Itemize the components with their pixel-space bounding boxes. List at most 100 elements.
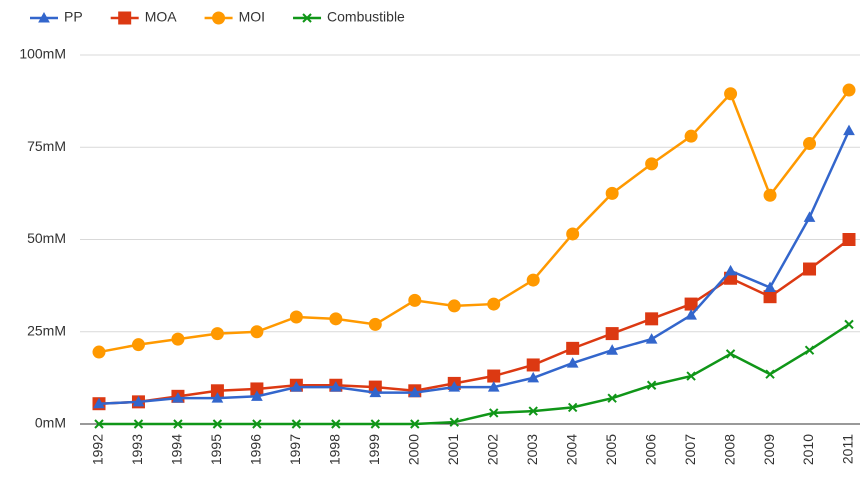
legend-item: Combustible bbox=[293, 9, 405, 25]
data-point bbox=[448, 381, 461, 392]
data-point bbox=[527, 371, 540, 383]
x-tick-label: 2006 bbox=[642, 434, 658, 465]
data-point bbox=[291, 419, 302, 429]
data-point bbox=[290, 381, 303, 392]
y-tick-label: 75mM bbox=[27, 138, 66, 154]
data-point bbox=[724, 87, 738, 101]
data-point bbox=[803, 137, 817, 151]
data-point bbox=[212, 419, 223, 429]
data-point bbox=[370, 419, 381, 429]
series-line bbox=[98, 89, 851, 354]
x-tick-label: 1996 bbox=[248, 434, 264, 465]
data-point bbox=[684, 297, 698, 311]
data-point bbox=[804, 345, 815, 355]
x-tick-label: 2005 bbox=[603, 434, 619, 465]
data-point bbox=[684, 129, 698, 143]
data-point bbox=[685, 309, 697, 320]
data-point bbox=[803, 262, 817, 276]
legend-label: MOA bbox=[145, 9, 178, 25]
x-tick-label: 1999 bbox=[366, 434, 382, 465]
data-point bbox=[250, 325, 264, 339]
data-point bbox=[605, 186, 619, 200]
data-point bbox=[645, 333, 658, 344]
x-tick-label: 2000 bbox=[405, 434, 421, 465]
data-point bbox=[211, 392, 224, 403]
data-point bbox=[93, 397, 105, 409]
x-tick-label: 2010 bbox=[800, 434, 816, 465]
data-point bbox=[803, 211, 816, 222]
legend-item: MOA bbox=[110, 9, 178, 25]
x-tick-label: 1997 bbox=[287, 434, 303, 465]
y-tick-label: 50mM bbox=[27, 230, 66, 246]
data-point bbox=[408, 293, 422, 307]
data-point bbox=[171, 332, 185, 346]
x-tick-label: 1993 bbox=[129, 434, 145, 465]
data-point bbox=[489, 408, 499, 418]
data-point bbox=[605, 327, 619, 341]
data-point bbox=[764, 281, 776, 292]
data-point bbox=[329, 312, 343, 326]
data-point bbox=[645, 312, 659, 326]
legend-marker bbox=[302, 13, 312, 23]
data-point bbox=[842, 233, 856, 246]
data-point bbox=[765, 369, 775, 379]
data-point bbox=[132, 395, 145, 407]
series-line bbox=[98, 238, 850, 405]
data-point bbox=[408, 386, 421, 398]
data-point bbox=[289, 310, 303, 324]
data-point bbox=[410, 419, 420, 429]
x-tick-label: 2001 bbox=[445, 434, 461, 465]
legend-label: MOI bbox=[239, 9, 265, 25]
legend-marker bbox=[118, 11, 132, 25]
x-tick-label: 2011 bbox=[840, 434, 856, 464]
data-point bbox=[133, 419, 144, 429]
data-point bbox=[526, 273, 540, 287]
data-point bbox=[763, 290, 777, 304]
x-tick-label: 2002 bbox=[484, 434, 500, 465]
data-point bbox=[251, 390, 263, 401]
legend-item: MOI bbox=[204, 9, 265, 25]
legend-label: PP bbox=[64, 9, 83, 25]
data-point bbox=[173, 419, 183, 429]
data-point bbox=[567, 402, 578, 413]
data-point bbox=[131, 338, 145, 352]
legend-label: Combustible bbox=[327, 9, 405, 25]
data-point bbox=[646, 380, 657, 390]
data-point bbox=[686, 371, 696, 381]
x-tick-label: 1995 bbox=[208, 434, 224, 465]
x-tick-label: 2007 bbox=[682, 434, 698, 465]
data-point bbox=[607, 393, 617, 403]
x-tick-label: 2004 bbox=[563, 434, 579, 465]
data-point bbox=[210, 327, 224, 341]
data-point bbox=[645, 157, 659, 171]
y-tick-label: 100mM bbox=[19, 46, 66, 62]
data-point bbox=[526, 358, 540, 372]
x-tick-label: 2009 bbox=[761, 434, 777, 465]
series-line bbox=[99, 323, 850, 426]
data-point bbox=[842, 83, 856, 97]
data-point bbox=[725, 349, 736, 359]
data-point bbox=[566, 227, 580, 241]
data-point bbox=[331, 419, 341, 429]
x-tick-label: 1998 bbox=[327, 434, 343, 465]
data-point bbox=[724, 264, 737, 276]
data-point bbox=[172, 392, 184, 403]
data-point bbox=[368, 317, 382, 331]
y-tick-label: 25mM bbox=[27, 322, 66, 338]
data-point bbox=[566, 357, 579, 368]
data-point bbox=[763, 188, 777, 202]
data-point bbox=[447, 299, 461, 313]
legend-item: PP bbox=[30, 9, 83, 25]
data-point bbox=[369, 386, 382, 398]
data-point bbox=[92, 345, 106, 359]
x-tick-label: 1992 bbox=[90, 434, 106, 465]
data-point bbox=[566, 341, 580, 355]
x-tick-label: 2008 bbox=[721, 434, 737, 465]
data-point bbox=[528, 406, 538, 416]
legend-marker bbox=[212, 11, 226, 25]
y-tick-label: 0mM bbox=[35, 415, 66, 431]
data-point bbox=[487, 297, 501, 311]
data-point bbox=[606, 344, 619, 355]
x-tick-label: 1994 bbox=[169, 434, 185, 465]
